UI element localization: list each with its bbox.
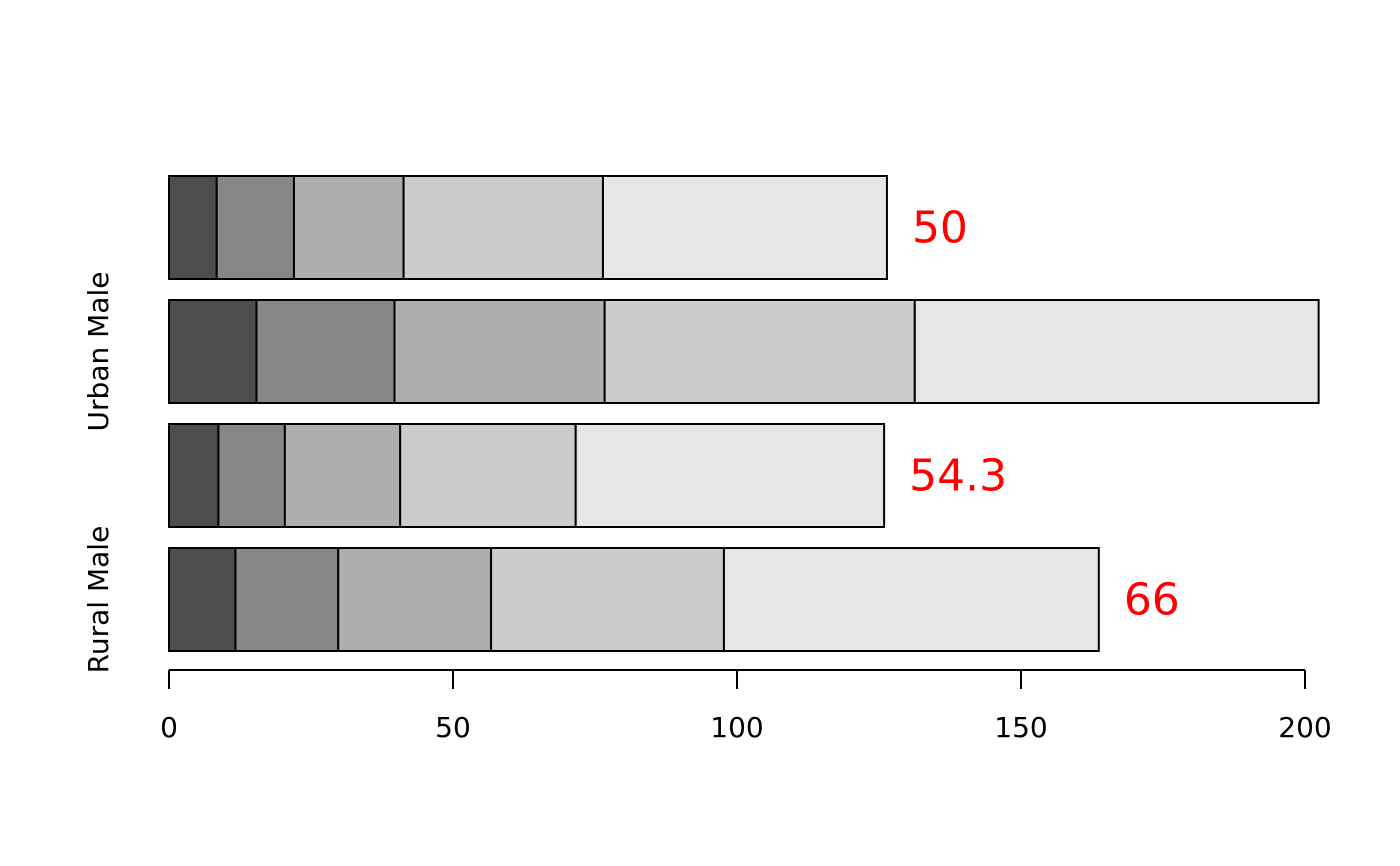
bar-segment — [215, 175, 295, 280]
bar-segment — [574, 423, 886, 528]
bar-segment — [399, 423, 577, 528]
value-label: 54.3 — [909, 451, 1007, 502]
bar-segment — [292, 175, 405, 280]
x-tick-label: 100 — [710, 711, 763, 744]
x-tick-label: 0 — [160, 711, 178, 744]
bar-segment — [601, 175, 888, 280]
category-label: Rural Male — [82, 526, 115, 674]
bar-segment — [402, 175, 604, 280]
bar-segment — [168, 423, 220, 528]
category-label: Urban Male — [82, 272, 115, 432]
x-tick-label: 200 — [1278, 711, 1331, 744]
x-tick-label: 50 — [435, 711, 471, 744]
bar-segment — [337, 547, 493, 652]
bar-segment — [168, 175, 218, 280]
bar-segment — [722, 547, 1100, 652]
value-label: 66 — [1124, 575, 1180, 626]
bar-segment — [234, 547, 340, 652]
bar-segment — [168, 299, 258, 404]
bar-segment — [217, 423, 286, 528]
bar-segment — [283, 423, 402, 528]
bar-segment — [490, 547, 725, 652]
value-label: 50 — [912, 203, 968, 254]
bar-segment — [393, 299, 606, 404]
bar-segment — [255, 299, 396, 404]
bar-segment — [603, 299, 916, 404]
bar-segment — [168, 547, 237, 652]
bar-segment — [913, 299, 1320, 404]
x-tick-label: 150 — [994, 711, 1047, 744]
